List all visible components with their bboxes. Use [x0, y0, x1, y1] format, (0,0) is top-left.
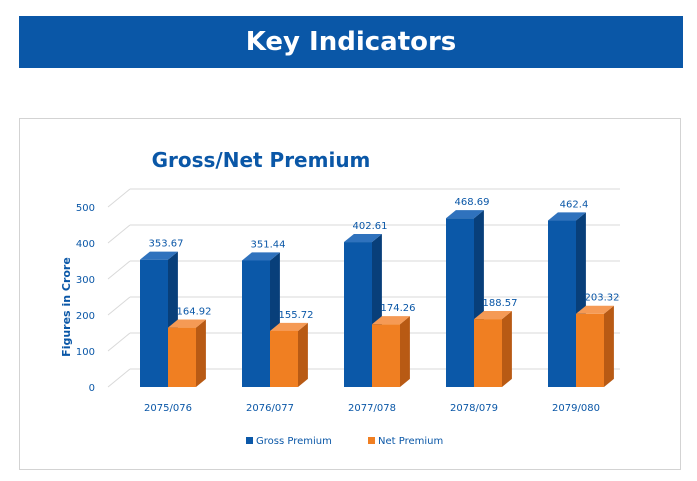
net-premium-data-label: 188.57	[483, 298, 518, 309]
x-axis-ticks: 2075/076 2076/077 2077/078 2078/079 2079/080	[144, 403, 600, 414]
net-premium-bar-side	[502, 311, 512, 387]
y-tick-label: 0	[89, 383, 95, 394]
gross-net-premium-chart: 0 100 200 300 400 500 353.67 164.92 351.44 155.7…	[60, 148, 620, 447]
gross-premium-bar-front	[548, 220, 576, 387]
legend-label-gross: Gross Premium	[256, 436, 332, 447]
net-premium-bar-top	[474, 311, 512, 320]
y-tick-label: 300	[76, 275, 95, 286]
net-premium-bar	[270, 322, 308, 387]
y-tick-label: 100	[76, 347, 95, 358]
gridline-diagonal	[107, 224, 131, 244]
net-premium-data-label: 155.72	[279, 310, 314, 321]
net-premium-bar	[474, 311, 512, 387]
gridline-diagonal	[107, 260, 131, 280]
gross-premium-bar-top	[344, 233, 382, 243]
net-premium-bar	[372, 316, 410, 387]
net-premium-bar-side	[298, 322, 308, 387]
y-tick-label: 200	[76, 311, 95, 322]
x-tick-label: 2078/079	[450, 403, 498, 414]
gross-premium-data-label: 351.44	[251, 239, 286, 250]
net-premium-bar-side	[196, 319, 206, 387]
y-axis-label: Figures in Crore	[60, 257, 73, 357]
gridline-diagonal	[107, 368, 131, 388]
net-premium-bar-side	[400, 316, 410, 387]
net-premium-bar-front	[270, 330, 298, 387]
gross-premium-bar-front	[140, 259, 168, 387]
y-tick-label: 400	[76, 239, 95, 250]
net-premium-bar	[576, 305, 614, 387]
x-tick-label: 2075/076	[144, 403, 192, 414]
net-premium-bar-front	[372, 324, 400, 387]
banner-title: Key Indicators	[245, 27, 457, 57]
gridline-diagonal	[107, 332, 131, 352]
gross-premium-bar-front	[344, 242, 372, 387]
gross-premium-data-label: 402.61	[353, 221, 388, 232]
gross-premium-data-label: 468.69	[455, 197, 490, 208]
x-tick-label: 2076/077	[246, 403, 294, 414]
net-premium-bar-top	[576, 305, 614, 314]
net-premium-data-label: 174.26	[381, 303, 416, 314]
bars	[140, 210, 614, 387]
net-premium-data-label: 164.92	[177, 307, 212, 318]
gross-premium-bar-top	[548, 212, 586, 221]
x-tick-label: 2077/078	[348, 403, 396, 414]
net-premium-bar-top	[270, 322, 308, 331]
gross-premium-bar-top	[140, 251, 178, 260]
net-premium-bar-side	[604, 305, 614, 387]
net-premium-bar-front	[168, 327, 196, 387]
net-premium-bar-top	[372, 316, 410, 325]
gross-premium-data-label: 462.4	[560, 199, 589, 210]
y-axis-ticks: 0 100 200 300 400 500	[76, 203, 95, 394]
net-premium-data-label: 203.32	[585, 293, 620, 304]
net-premium-bar-front	[576, 313, 604, 387]
chart-title: Gross/Net Premium	[152, 148, 371, 172]
legend-label-net: Net Premium	[378, 436, 443, 447]
gross-premium-bar-front	[446, 218, 474, 387]
chart-card: 0 100 200 300 400 500 353.67 164.92 351.44 155.7…	[19, 118, 681, 470]
gridline-diagonal	[107, 188, 131, 208]
key-indicators-banner: Key Indicators	[19, 16, 683, 68]
gross-premium-data-label: 353.67	[149, 239, 184, 250]
legend-swatch-gross	[246, 437, 253, 444]
x-tick-label: 2079/080	[552, 403, 600, 414]
net-premium-bar	[168, 319, 206, 387]
gridline-diagonal	[107, 296, 131, 316]
legend-swatch-net	[368, 437, 375, 444]
net-premium-bar-top	[168, 319, 206, 328]
data-labels: 353.67 164.92 351.44 155.72 402.61 174.26 468.…	[149, 197, 620, 321]
legend: Gross Premium Net Premium	[246, 436, 443, 447]
net-premium-bar-front	[474, 319, 502, 387]
gross-premium-bar-top	[242, 252, 280, 261]
gross-premium-bar-front	[242, 260, 270, 387]
y-tick-label: 500	[76, 203, 95, 214]
gross-premium-bar-top	[446, 210, 484, 219]
